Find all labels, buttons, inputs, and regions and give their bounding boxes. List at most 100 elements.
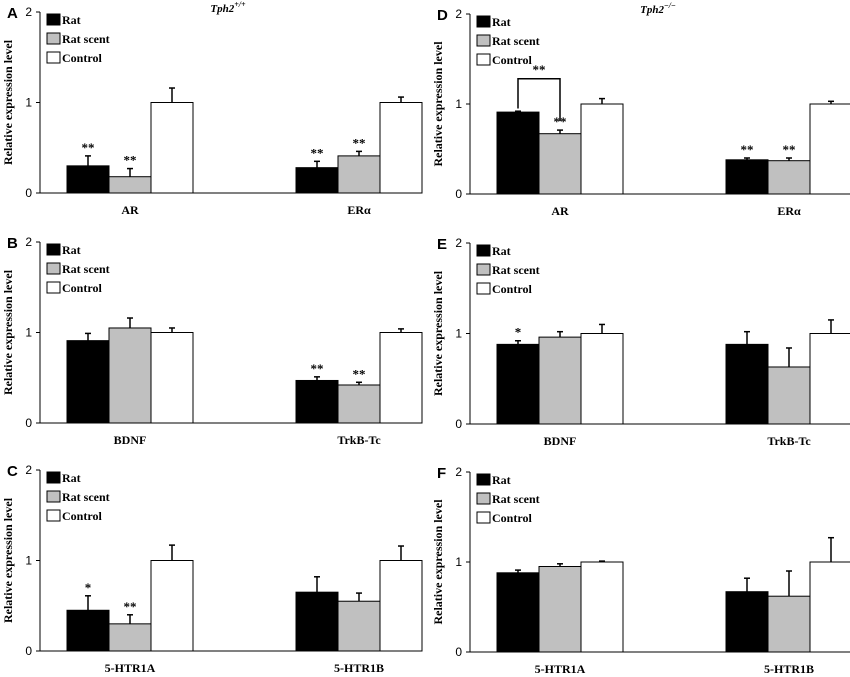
legend: Rat Rat scent Control: [476, 244, 540, 296]
bar-rat: [496, 111, 540, 195]
y-tick-label: 2: [25, 235, 32, 249]
legend-swatch: [46, 490, 61, 503]
bar-control: [809, 333, 850, 425]
panel-letter: D: [437, 7, 448, 24]
panel-letter: A: [7, 5, 18, 22]
bar-control: [379, 332, 423, 424]
bar-rat: [295, 591, 339, 652]
bar-rat: [725, 159, 769, 195]
bar-control: [580, 103, 624, 195]
bar-control: [379, 102, 423, 194]
legend-label: Rat scent: [492, 34, 540, 48]
legend-swatch: [46, 243, 61, 256]
y-axis-label: Relative expression level: [431, 499, 445, 625]
bar-rat-scent: [108, 623, 152, 652]
significance-marker: **: [741, 142, 754, 157]
legend-swatch: [476, 511, 491, 524]
y-tick-label: 2: [455, 236, 462, 250]
genotype-label: Tph2+/+: [210, 0, 246, 15]
y-axis-label: Relative expression level: [431, 270, 445, 396]
legend-label: Control: [62, 281, 102, 295]
legend-label: Rat: [492, 15, 511, 29]
legend-swatch: [46, 51, 61, 64]
bar-rat-scent: [538, 133, 582, 195]
y-tick-label: 1: [455, 97, 462, 111]
y-tick-label: 0: [25, 644, 32, 658]
legend: Rat Rat scent Control: [46, 471, 110, 523]
significance-marker: *: [515, 325, 522, 340]
genotype-label: Tph2−/−: [640, 1, 676, 16]
bar-rat: [295, 167, 339, 194]
panel-F: F Relative expression level 0 1 2 5-HTR1A 5-HT…: [431, 465, 850, 676]
legend: Rat Rat scent Control: [476, 15, 540, 67]
bar-rat: [66, 165, 110, 194]
bar-rat-scent: [337, 384, 381, 424]
legend-label: Control: [492, 53, 532, 67]
bar-rat-scent: [767, 366, 811, 425]
legend-swatch: [476, 34, 491, 47]
bar-rat-scent: [108, 327, 152, 424]
y-tick-label: 0: [25, 186, 32, 200]
legend-label: Rat: [492, 473, 511, 487]
significance-marker: **: [554, 114, 567, 129]
significance-marker: **: [82, 140, 95, 155]
panel-letter: C: [7, 463, 18, 480]
y-tick-label: 0: [25, 416, 32, 430]
panel-letter: F: [437, 465, 446, 482]
x-category-label: AR: [551, 204, 569, 218]
bar-rat-scent: [108, 176, 152, 194]
bracket-significance: **: [533, 62, 546, 77]
legend-label: Rat: [62, 243, 81, 257]
legend-swatch: [46, 509, 61, 522]
y-tick-label: 1: [25, 326, 32, 340]
legend-label: Rat scent: [492, 492, 540, 506]
legend-label: Control: [62, 509, 102, 523]
significance-marker: **: [311, 361, 324, 376]
x-category-label: 5-HTR1A: [105, 661, 156, 675]
legend-label: Rat scent: [62, 32, 110, 46]
y-axis-label: Relative expression level: [1, 269, 15, 395]
legend-swatch: [476, 15, 491, 28]
legend-swatch: [476, 244, 491, 257]
significance-marker: **: [124, 153, 137, 168]
x-category-label: AR: [121, 203, 139, 217]
panel-E: E Relative expression level 0 1 2 * BDNF TrkB-T…: [431, 236, 850, 448]
bar-rat-scent: [538, 336, 582, 425]
legend: Rat Rat scent Control: [46, 13, 110, 65]
bar-control: [580, 561, 624, 653]
x-category-label: 5-HTR1B: [764, 662, 814, 676]
x-category-label: 5-HTR1B: [334, 661, 384, 675]
legend: Rat Rat scent Control: [46, 243, 110, 295]
y-tick-label: 1: [455, 555, 462, 569]
legend-label: Control: [492, 511, 532, 525]
x-category-label: TrkB-Tc: [767, 434, 811, 448]
legend-label: Rat: [62, 471, 81, 485]
legend-swatch: [476, 473, 491, 486]
comparison-bracket: [517, 78, 561, 122]
bar-control: [580, 333, 624, 425]
legend-swatch: [476, 282, 491, 295]
legend-swatch: [46, 32, 61, 45]
x-category-label: 5-HTR1A: [535, 662, 586, 676]
y-tick-label: 1: [455, 327, 462, 341]
bar-rat: [66, 340, 110, 424]
legend-swatch: [46, 471, 61, 484]
y-tick-label: 2: [455, 7, 462, 21]
bar-rat-scent: [767, 160, 811, 195]
legend-swatch: [46, 262, 61, 275]
significance-marker: **: [783, 142, 796, 157]
y-tick-label: 0: [455, 645, 462, 659]
bar-control: [809, 103, 850, 195]
bar-control: [150, 332, 194, 424]
panel-D: D Relative expression level 0 1 2 ** AR ** ** ERα…: [431, 7, 850, 218]
legend-label: Rat: [492, 244, 511, 258]
panel-B: B Relative expression level 0 1 2 BDNF ** ** Trk…: [1, 235, 423, 447]
bar-control: [379, 560, 423, 652]
bar-rat: [295, 379, 339, 424]
y-axis-label: Relative expression level: [1, 39, 15, 165]
legend-label: Rat scent: [492, 263, 540, 277]
bar-rat-scent: [337, 155, 381, 194]
bar-rat: [66, 609, 110, 652]
significance-marker: **: [353, 366, 366, 381]
